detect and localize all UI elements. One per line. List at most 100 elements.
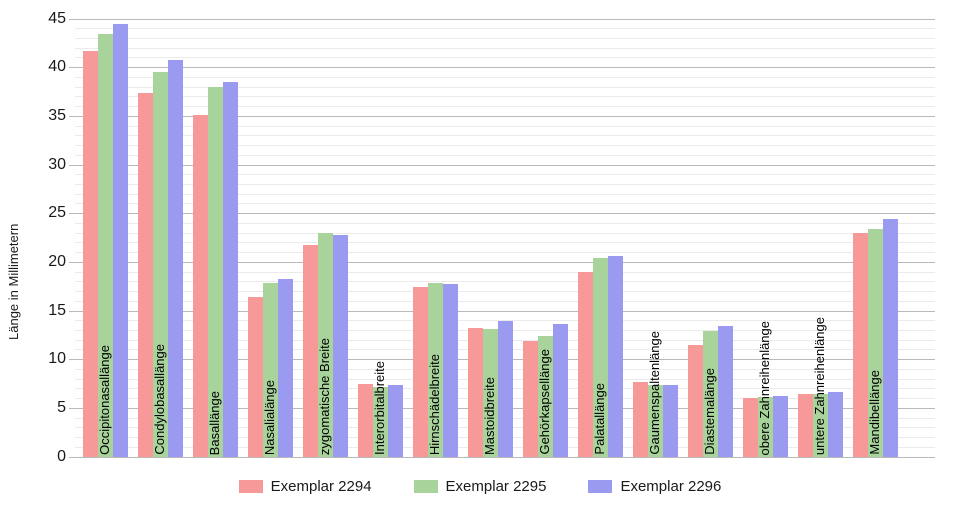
minor-gridline bbox=[75, 96, 935, 97]
y-tick-mark bbox=[69, 262, 75, 263]
legend-label: Exemplar 2294 bbox=[270, 478, 372, 495]
bar-exemplar-2295 bbox=[758, 396, 773, 457]
y-axis-title: Länge in Millimetern bbox=[6, 223, 21, 340]
major-gridline bbox=[75, 213, 935, 214]
y-tick-mark bbox=[69, 359, 75, 360]
bar-exemplar-2295 bbox=[538, 336, 553, 457]
y-tick-mark bbox=[69, 457, 75, 458]
minor-gridline bbox=[75, 145, 935, 146]
bar-exemplar-2295 bbox=[813, 393, 828, 457]
y-tick-label: 25 bbox=[48, 204, 66, 221]
y-tick-label: 30 bbox=[48, 156, 66, 173]
category-label: Gehörkapsellänge bbox=[536, 349, 552, 455]
minor-gridline bbox=[75, 87, 935, 88]
bar-exemplar-2294 bbox=[358, 384, 373, 457]
bar-exemplar-2296 bbox=[663, 384, 678, 457]
bar-exemplar-2294 bbox=[853, 233, 868, 457]
major-gridline bbox=[75, 67, 935, 68]
y-tick-label: 35 bbox=[48, 107, 66, 124]
minor-gridline bbox=[75, 28, 935, 29]
legend-item-exemplar-2295: Exemplar 2295 bbox=[413, 478, 547, 495]
bar-exemplar-2295 bbox=[208, 87, 223, 457]
bar-exemplar-2295 bbox=[373, 386, 388, 457]
category-label: Basallänge bbox=[206, 390, 222, 455]
minor-gridline bbox=[75, 48, 935, 49]
bar-exemplar-2295 bbox=[703, 331, 718, 457]
bar-exemplar-2294 bbox=[798, 393, 813, 457]
category-label: zygomatische Breite bbox=[316, 337, 332, 455]
minor-gridline bbox=[75, 320, 935, 321]
major-gridline bbox=[75, 457, 935, 458]
bar-exemplar-2294 bbox=[633, 382, 648, 457]
minor-gridline bbox=[75, 57, 935, 58]
bar-exemplar-2296 bbox=[113, 23, 128, 457]
category-label: Gaumenspaltenlänge bbox=[646, 331, 662, 455]
category-label: untere Zahnreihenlänge bbox=[811, 316, 827, 455]
bar-exemplar-2296 bbox=[718, 325, 733, 457]
major-gridline bbox=[75, 262, 935, 263]
major-gridline bbox=[75, 311, 935, 312]
bar-exemplar-2294 bbox=[413, 286, 428, 457]
bar-exemplar-2295 bbox=[98, 33, 113, 457]
minor-gridline bbox=[75, 155, 935, 156]
bar-exemplar-2294 bbox=[138, 92, 153, 457]
legend-item-exemplar-2296: Exemplar 2296 bbox=[588, 478, 721, 495]
legend-label: Exemplar 2295 bbox=[445, 478, 547, 495]
bar-exemplar-2295 bbox=[483, 329, 498, 457]
category-label: Condylobasallänge bbox=[151, 344, 167, 455]
legend-swatch bbox=[588, 480, 613, 493]
minor-gridline bbox=[75, 38, 935, 39]
legend-label: Exemplar 2296 bbox=[620, 478, 722, 495]
legend-item-exemplar-2294: Exemplar 2294 bbox=[238, 478, 372, 495]
minor-gridline bbox=[75, 77, 935, 78]
bar-exemplar-2296 bbox=[553, 323, 568, 457]
minor-gridline bbox=[75, 184, 935, 185]
legend: Exemplar 2294 Exemplar 2295 Exemplar 2296 bbox=[0, 478, 960, 495]
bar-exemplar-2295 bbox=[318, 233, 333, 457]
bar-exemplar-2295 bbox=[263, 282, 278, 457]
minor-gridline bbox=[75, 272, 935, 273]
legend-swatch bbox=[238, 480, 263, 493]
bar-exemplar-2294 bbox=[303, 244, 318, 457]
y-tick-label: 20 bbox=[48, 253, 66, 270]
bar-exemplar-2294 bbox=[578, 272, 593, 457]
y-tick-label: 40 bbox=[48, 58, 66, 75]
minor-gridline bbox=[75, 223, 935, 224]
major-gridline bbox=[75, 165, 935, 166]
category-label: Palatallänge bbox=[591, 383, 607, 455]
minor-gridline bbox=[75, 194, 935, 195]
y-tick-mark bbox=[69, 19, 75, 20]
bar-exemplar-2296 bbox=[828, 391, 843, 457]
major-gridline bbox=[75, 19, 935, 20]
bar-exemplar-2294 bbox=[193, 115, 208, 457]
y-tick-mark bbox=[69, 213, 75, 214]
major-gridline bbox=[75, 116, 935, 117]
bar-exemplar-2295 bbox=[648, 384, 663, 457]
bar-exemplar-2296 bbox=[333, 235, 348, 457]
y-tick-mark bbox=[69, 165, 75, 166]
minor-gridline bbox=[75, 203, 935, 204]
minor-gridline bbox=[75, 301, 935, 302]
minor-gridline bbox=[75, 242, 935, 243]
category-label: Interorbitalbreite bbox=[371, 361, 387, 455]
bar-exemplar-2296 bbox=[168, 59, 183, 457]
bar-exemplar-2296 bbox=[883, 218, 898, 457]
y-tick-mark bbox=[69, 311, 75, 312]
minor-gridline bbox=[75, 252, 935, 253]
y-tick-label: 45 bbox=[48, 10, 66, 27]
bar-exemplar-2296 bbox=[278, 278, 293, 457]
y-tick-label: 10 bbox=[48, 350, 66, 367]
minor-gridline bbox=[75, 106, 935, 107]
bar-exemplar-2295 bbox=[428, 282, 443, 457]
legend-swatch bbox=[413, 480, 438, 493]
category-label: Mastoidbreite bbox=[481, 376, 497, 455]
category-label: Nasalialänge bbox=[261, 379, 277, 455]
y-tick-label: 15 bbox=[48, 302, 66, 319]
minor-gridline bbox=[75, 291, 935, 292]
bar-exemplar-2294 bbox=[468, 327, 483, 457]
category-label: Mandibellänge bbox=[866, 370, 882, 455]
bar-exemplar-2296 bbox=[608, 256, 623, 457]
bar-exemplar-2296 bbox=[223, 82, 238, 457]
bar-exemplar-2294 bbox=[688, 345, 703, 457]
bar-exemplar-2296 bbox=[388, 384, 403, 457]
